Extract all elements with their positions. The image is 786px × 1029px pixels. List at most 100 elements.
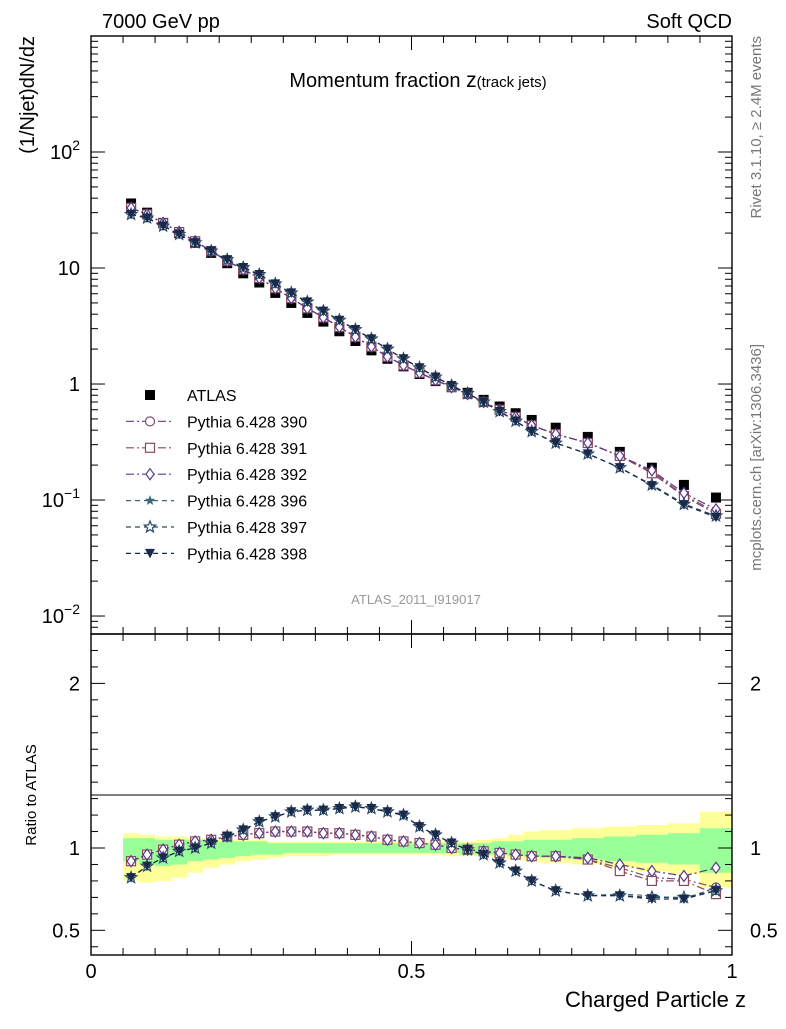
- main-y-tick-base: 10: [42, 606, 64, 628]
- legend-label: ATLAS: [187, 388, 237, 405]
- main-series-6-point: [494, 406, 505, 417]
- legend-marker: [144, 442, 156, 453]
- ratio-series-5: [126, 802, 721, 905]
- ratio-series-2-point: [366, 829, 377, 843]
- ratio-series-2-point: [679, 869, 689, 883]
- ratio-y-tick-label-left: 0.5: [52, 920, 80, 942]
- legend-marker: [145, 390, 155, 400]
- ratio-series-5-point: [318, 805, 329, 816]
- main-series-6-point: [710, 512, 721, 523]
- ratio-series-2-point: [302, 825, 313, 839]
- main-series-6: [126, 209, 721, 523]
- main-series-3-line: [130, 207, 717, 510]
- main-series-6-point: [550, 438, 561, 449]
- ratio-y-tick-label-right: 0.5: [750, 920, 778, 942]
- ratio-series-2-point: [414, 836, 425, 850]
- legend-label: Pythia 6.428 396: [187, 494, 307, 511]
- main-series-6-point: [582, 449, 593, 459]
- x-tick-label: 0: [85, 961, 96, 983]
- legend-item: Pythia 6.428 392: [126, 467, 307, 484]
- ratio-series-2-point: [382, 833, 393, 847]
- main-series-6-point: [206, 246, 217, 257]
- ratio-series-5-point: [126, 873, 137, 883]
- ratio-series-5-point: [478, 850, 489, 860]
- legend-marker: [144, 495, 156, 505]
- ratio-series-2-point: [647, 864, 657, 878]
- main-series-6-point: [446, 381, 457, 391]
- main-series-6-point: [478, 397, 489, 407]
- ratio-series-2-point: [526, 849, 537, 863]
- legend-marker: [145, 548, 155, 559]
- ratio-series-2-point: [270, 825, 281, 839]
- header-right: Soft QCD: [646, 11, 732, 33]
- x-tick-label: 0.5: [398, 961, 426, 983]
- main-y-tick-label: 10: [58, 258, 80, 280]
- ratio-series-2-point: [398, 834, 409, 848]
- header-left: 7000 GeV pp: [102, 11, 220, 33]
- main-series-6-point: [382, 344, 393, 355]
- main-series-6-point: [526, 426, 537, 437]
- main-series-group: [123, 198, 724, 523]
- ratio-series-2-point: [286, 825, 297, 839]
- ratio-series-5-point: [142, 861, 153, 872]
- ratio-series-5-point: [582, 891, 593, 901]
- main-y-tick-label: 10−1: [42, 485, 80, 512]
- main-y-tick-base: 1: [69, 374, 80, 396]
- ratio-bands: [123, 811, 732, 888]
- main-frame: [90, 35, 733, 635]
- main-series-6-point: [614, 463, 625, 473]
- ratio-series-2-point: [334, 826, 345, 840]
- main-series-0-point: [678, 479, 689, 490]
- legend-label: Pythia 6.428 391: [187, 441, 307, 458]
- ratio-y-tick-label-right: 2: [750, 673, 761, 695]
- ratio-series-5-point: [286, 807, 297, 817]
- ratio-series-2-point: [550, 849, 561, 863]
- ratio-series-5-point: [414, 822, 425, 832]
- rivet-label: Rivet 3.1.10, ≥ 2.4M events: [748, 36, 765, 219]
- main-y-tick-base: 10: [58, 258, 80, 280]
- legend-marker: [145, 467, 155, 481]
- x-axis-label: Charged Particle z: [565, 987, 746, 1012]
- main-series-6-point: [270, 279, 281, 289]
- main-series-3-point: [382, 350, 393, 364]
- legend-item: ATLAS: [145, 388, 237, 405]
- ratio-series-5-point: [174, 846, 185, 857]
- ratio-series-1-point: [646, 875, 657, 887]
- legend-label: Pythia 6.428 397: [187, 520, 307, 537]
- ratio-series-5-point: [206, 838, 217, 849]
- main-series-6-point: [510, 416, 521, 426]
- main-series-6-point: [238, 263, 249, 273]
- main-series-6-point: [678, 500, 689, 510]
- legend-label: Pythia 6.428 392: [187, 467, 307, 484]
- main-series-3-point: [647, 463, 657, 477]
- ratio-series-2-point: [126, 854, 136, 868]
- ratio-series-5-point: [614, 891, 625, 901]
- ratio-series-5-point: [510, 866, 521, 877]
- ratio-series-2-point: [711, 861, 721, 875]
- legend-item: Pythia 6.428 391: [126, 441, 307, 458]
- ratio-series-2-point: [615, 857, 625, 871]
- main-y-tick-label: 102: [50, 137, 80, 164]
- ratio-y-tick-label-left: 2: [69, 673, 80, 695]
- main-series-6-point: [398, 354, 409, 364]
- ratio-series-group: [123, 799, 724, 905]
- legend-label: Pythia 6.428 390: [187, 414, 307, 431]
- ratio-series-5-point: [366, 803, 377, 814]
- ratio-series-2-point: [510, 848, 521, 862]
- main-series-6-line: [130, 213, 717, 518]
- ratio-series-5-point: [526, 876, 537, 886]
- main-series-6-point: [222, 255, 233, 265]
- main-series-6-point: [142, 213, 153, 223]
- mcplots-label: mcplots.cern.ch [arXiv:1306.3436]: [748, 344, 765, 571]
- ratio-series-5-point: [238, 825, 249, 835]
- main-series-6-point: [190, 238, 201, 248]
- ratio-series-5-point: [350, 802, 361, 812]
- ratio-series-5-point: [334, 803, 345, 814]
- legend-item: Pythia 6.428 396: [126, 494, 307, 511]
- x-tick-label: 1: [726, 961, 737, 983]
- ratio-series-5-point: [462, 845, 473, 855]
- ratio-series-5-point: [158, 853, 169, 863]
- main-y-tick-base: 10: [50, 142, 72, 164]
- ratio-series-2-point: [254, 826, 265, 840]
